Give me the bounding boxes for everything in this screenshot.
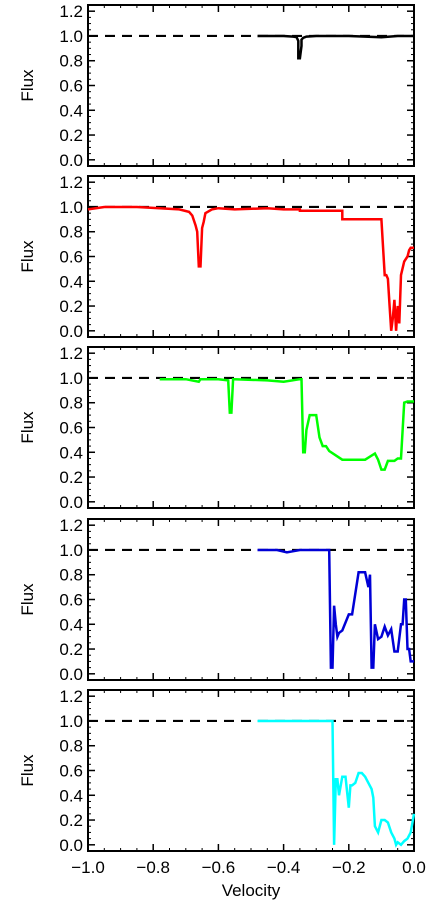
y-tick-label: 1.0 bbox=[59, 541, 83, 560]
y-tick-label: 1.0 bbox=[59, 369, 83, 388]
y-tick-label: 1.2 bbox=[59, 516, 83, 535]
plot-frame bbox=[87, 689, 415, 852]
panel-3: 0.0 0.2 0.4 0.6 0.8 1.0 1.2 Flux bbox=[18, 344, 415, 512]
y-tick-label: 0.8 bbox=[59, 566, 83, 585]
y-axis-label: Flux bbox=[18, 411, 37, 444]
y-tick-label: 1.2 bbox=[59, 344, 83, 363]
y-tick-label: 0.6 bbox=[59, 591, 83, 610]
panel-4: 0.0 0.2 0.4 0.6 0.8 1.0 1.2 Flux bbox=[18, 516, 415, 684]
y-tick-label: 0.2 bbox=[59, 126, 83, 145]
x-tick-label: −0.4 bbox=[267, 858, 301, 877]
flux-series-line bbox=[257, 34, 414, 60]
panel-5: 0.0 0.2 0.4 0.6 0.8 1.0 1.2 Flux −1.0 −0.8 −0.6 −0.… bbox=[18, 687, 426, 900]
x-tick-label: −0.2 bbox=[332, 858, 366, 877]
y-tick-label: 0.4 bbox=[59, 101, 83, 120]
y-tick-label: 1.0 bbox=[59, 198, 83, 217]
panel-1: 0.0 0.2 0.4 0.6 0.8 1.0 1.2 Flux bbox=[18, 2, 415, 170]
y-tick-label: 1.0 bbox=[59, 712, 83, 731]
y-tick-label: 0.0 bbox=[59, 151, 83, 170]
y-axis-label: Flux bbox=[18, 240, 37, 273]
x-axis-label: Velocity bbox=[222, 881, 281, 900]
y-tick-label: 0.2 bbox=[59, 468, 83, 487]
y-tick-label: 0.4 bbox=[59, 786, 83, 805]
y-tick-label: 0.4 bbox=[59, 615, 83, 634]
flux-series-line bbox=[87, 205, 414, 331]
y-axis-label: Flux bbox=[18, 754, 37, 787]
y-tick-label: 0.4 bbox=[59, 272, 83, 291]
plot-frame bbox=[87, 518, 415, 681]
y-tick-label: 0.0 bbox=[59, 493, 83, 512]
y-tick-label: 0.2 bbox=[59, 811, 83, 830]
plot-frame bbox=[87, 346, 415, 509]
flux-series-line bbox=[257, 548, 414, 669]
x-tick-label: 0.0 bbox=[402, 858, 426, 877]
y-tick-label: 0.4 bbox=[59, 443, 83, 462]
y-tick-label: 0.0 bbox=[59, 322, 83, 341]
y-tick-label: 0.6 bbox=[59, 762, 83, 781]
y-tick-label: 1.2 bbox=[59, 2, 83, 21]
panel-2: 0.0 0.2 0.4 0.6 0.8 1.0 1.2 Flux bbox=[18, 173, 415, 341]
y-tick-label: 1.2 bbox=[59, 687, 83, 706]
y-tick-label: 0.2 bbox=[59, 640, 83, 659]
x-tick-label: −1.0 bbox=[71, 858, 105, 877]
y-tick-label: 0.6 bbox=[59, 419, 83, 438]
y-tick-label: 0.0 bbox=[59, 836, 83, 855]
y-tick-label: 0.8 bbox=[59, 52, 83, 71]
y-axis-label: Flux bbox=[18, 69, 37, 102]
y-tick-label: 0.8 bbox=[59, 223, 83, 242]
y-tick-label: 0.6 bbox=[59, 248, 83, 267]
y-tick-label: 0.8 bbox=[59, 737, 83, 756]
y-tick-label: 0.0 bbox=[59, 665, 83, 684]
y-tick-label: 0.8 bbox=[59, 394, 83, 413]
flux-series-line bbox=[257, 719, 416, 848]
y-tick-label: 1.0 bbox=[59, 27, 83, 46]
y-tick-label: 1.2 bbox=[59, 173, 83, 192]
y-tick-label: 0.2 bbox=[59, 297, 83, 316]
y-tick-label: 0.6 bbox=[59, 77, 83, 96]
plot-frame bbox=[87, 175, 415, 338]
y-axis-label: Flux bbox=[18, 583, 37, 616]
x-tick-label: −0.6 bbox=[202, 858, 236, 877]
x-tick-label: −0.8 bbox=[136, 858, 170, 877]
flux-series-line bbox=[159, 377, 414, 471]
plot-frame bbox=[87, 4, 415, 167]
